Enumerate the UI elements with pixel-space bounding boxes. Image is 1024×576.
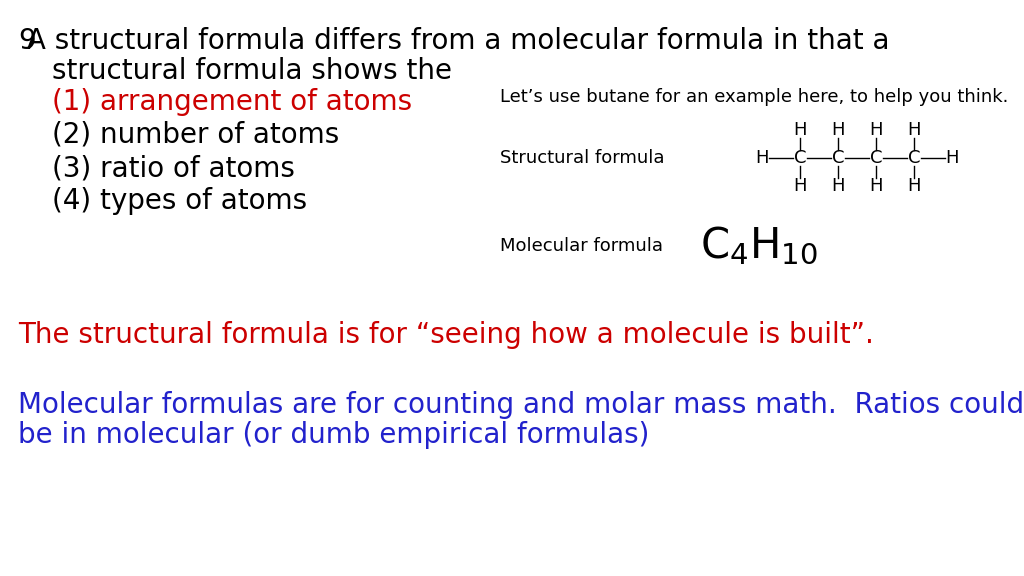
Text: H: H bbox=[831, 177, 845, 195]
Text: (2) number of atoms: (2) number of atoms bbox=[52, 121, 339, 149]
Text: C: C bbox=[907, 149, 921, 167]
Text: C: C bbox=[831, 149, 844, 167]
Text: (1) arrangement of atoms: (1) arrangement of atoms bbox=[52, 88, 412, 116]
Text: structural formula shows the: structural formula shows the bbox=[52, 57, 452, 85]
Text: H: H bbox=[794, 121, 807, 139]
Text: 9: 9 bbox=[18, 27, 36, 55]
Text: H: H bbox=[831, 121, 845, 139]
Text: H: H bbox=[794, 177, 807, 195]
Text: C: C bbox=[869, 149, 883, 167]
Text: H: H bbox=[756, 149, 769, 167]
Text: H: H bbox=[945, 149, 958, 167]
Text: H: H bbox=[869, 121, 883, 139]
Text: C: C bbox=[794, 149, 806, 167]
Text: (3) ratio of atoms: (3) ratio of atoms bbox=[52, 154, 295, 182]
Text: Molecular formula: Molecular formula bbox=[500, 237, 663, 255]
Text: The structural formula is for “seeing how a molecule is built”.: The structural formula is for “seeing ho… bbox=[18, 321, 873, 349]
Text: Let’s use butane for an example here, to help you think.: Let’s use butane for an example here, to… bbox=[500, 88, 1009, 106]
Text: Structural formula: Structural formula bbox=[500, 149, 665, 167]
Text: (4) types of atoms: (4) types of atoms bbox=[52, 187, 307, 215]
Text: H: H bbox=[907, 177, 921, 195]
Text: $\mathsf{C_4H_{10}}$: $\mathsf{C_4H_{10}}$ bbox=[700, 225, 818, 267]
Text: Molecular formulas are for counting and molar mass math.  Ratios could: Molecular formulas are for counting and … bbox=[18, 391, 1024, 419]
Text: H: H bbox=[907, 121, 921, 139]
Text: H: H bbox=[869, 177, 883, 195]
Text: A structural formula differs from a molecular formula in that a: A structural formula differs from a mole… bbox=[18, 27, 890, 55]
Text: be in molecular (or dumb empirical formulas): be in molecular (or dumb empirical formu… bbox=[18, 421, 649, 449]
